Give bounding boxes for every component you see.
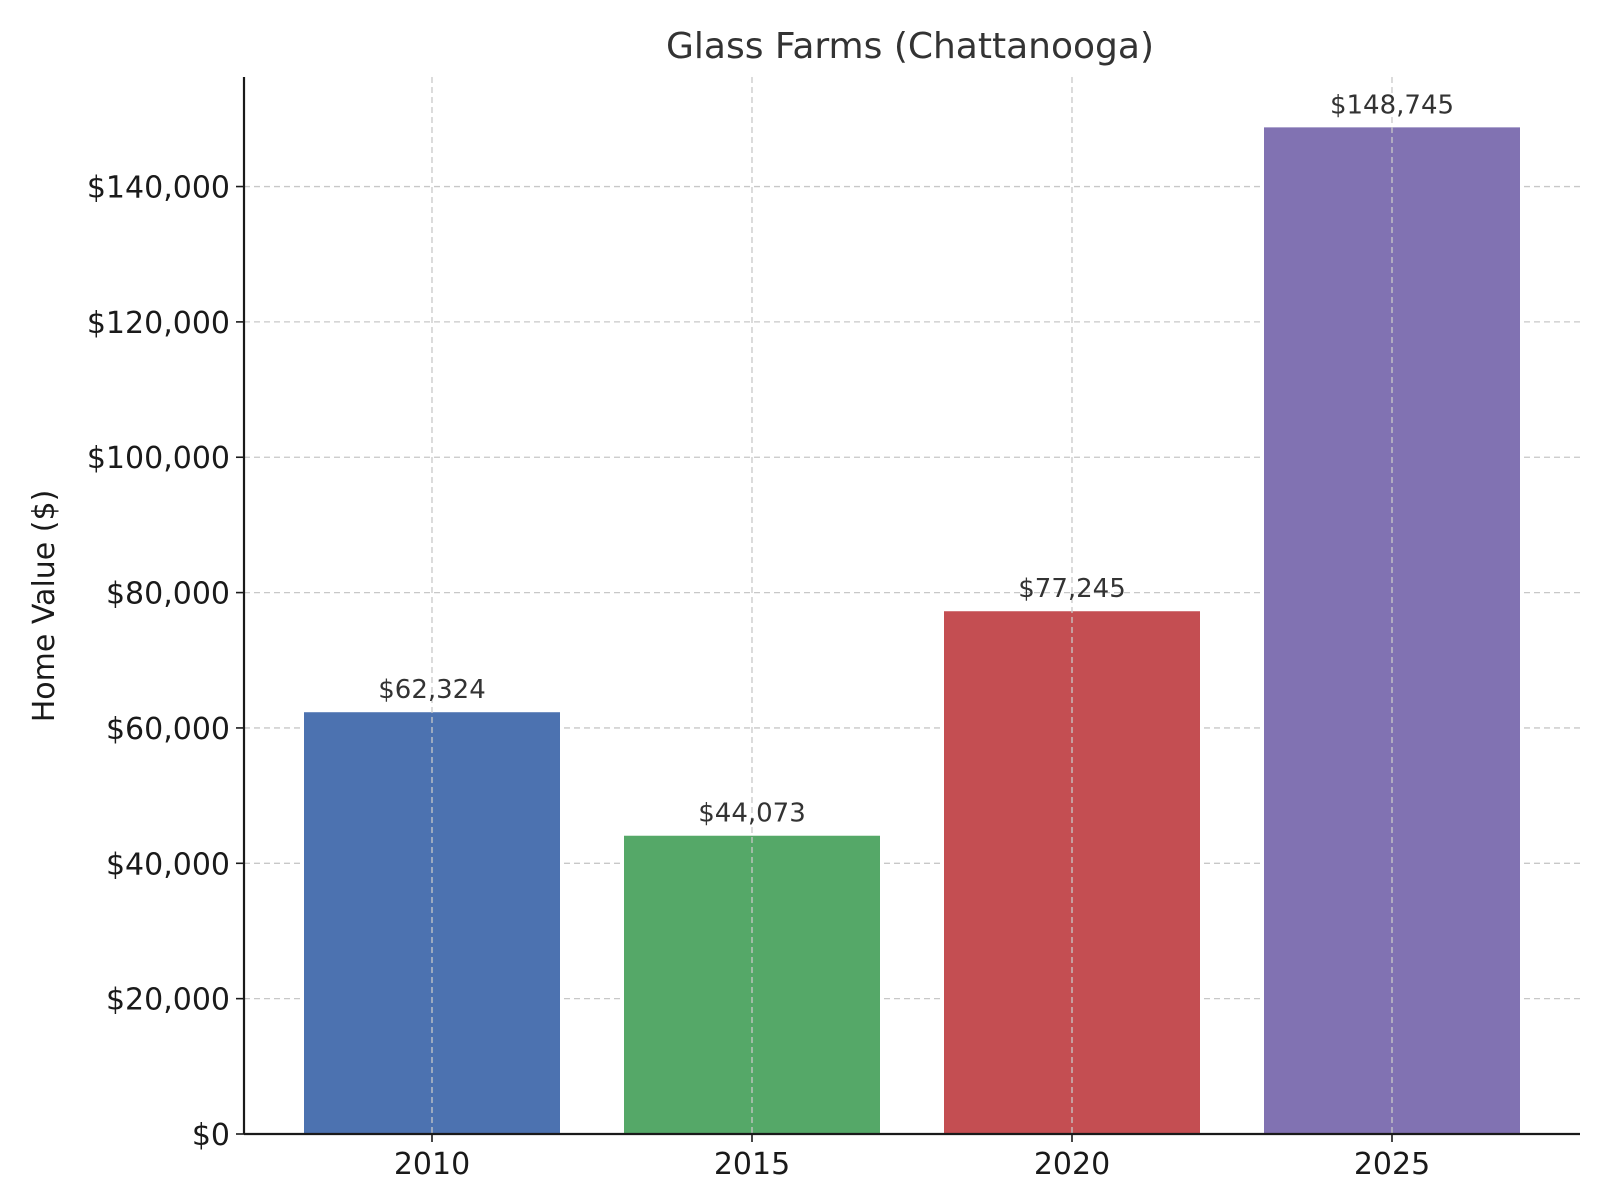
bar-2015 xyxy=(624,835,880,1134)
y-tick-label: $120,000 xyxy=(87,306,230,341)
vertical-grid xyxy=(431,77,1393,1134)
x-axis-ticks: 2010 2015 2020 2025 xyxy=(394,1134,1430,1182)
y-tick-label: $40,000 xyxy=(106,847,230,882)
y-tick-label: $20,000 xyxy=(106,983,230,1018)
y-tick-label: $100,000 xyxy=(87,441,230,476)
data-label-2025: $148,745 xyxy=(1330,90,1454,120)
data-label-2015: $44,073 xyxy=(698,799,806,829)
x-tick-label: 2025 xyxy=(1354,1147,1430,1182)
y-axis-ticks: $0 $20,000 $40,000 $60,000 $80,000 $100,000 $1… xyxy=(87,171,244,1153)
data-labels: $62,324 $44,073 $77,245 $148,745 xyxy=(378,90,1454,828)
bars xyxy=(304,127,1520,1134)
x-tick-label: 2020 xyxy=(1034,1147,1110,1182)
y-tick-label: $0 xyxy=(192,1118,230,1153)
data-label-2020: $77,245 xyxy=(1018,574,1126,604)
y-tick-label: $80,000 xyxy=(106,577,230,612)
x-tick-label: 2010 xyxy=(394,1147,470,1182)
y-tick-label: $140,000 xyxy=(87,171,230,206)
x-tick-label: 2015 xyxy=(714,1147,790,1182)
axes xyxy=(242,77,1580,1136)
y-axis-title: Home Value ($) xyxy=(27,490,62,723)
data-label-2010: $62,324 xyxy=(378,675,486,705)
y-tick-label: $60,000 xyxy=(106,712,230,747)
chart-title: Glass Farms (Chattanooga) xyxy=(666,26,1154,67)
